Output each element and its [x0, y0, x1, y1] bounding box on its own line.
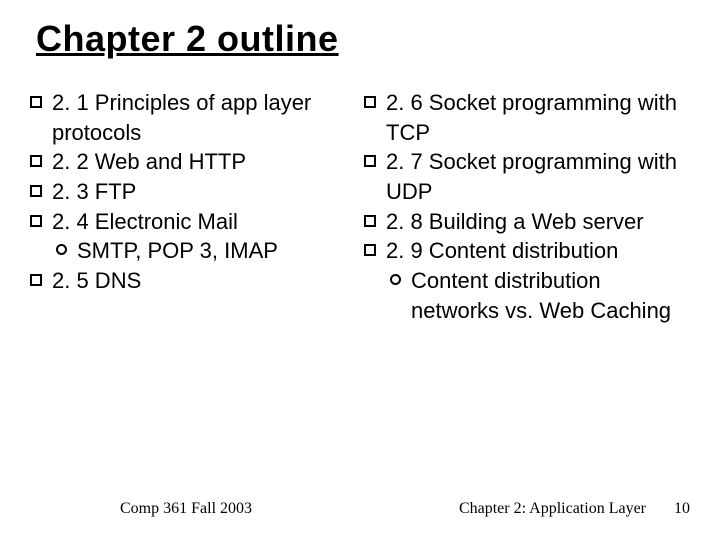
- list-subitem: SMTP, POP 3, IMAP: [56, 236, 360, 266]
- slide-footer: Comp 361 Fall 2003 Chapter 2: Applicatio…: [0, 500, 720, 518]
- list-item: 2. 8 Building a Web server: [364, 207, 690, 237]
- list-item-text: 2. 8 Building a Web server: [386, 207, 644, 237]
- list-item-text: Content distribution networks vs. Web Ca…: [411, 266, 690, 325]
- square-bullet-icon: [30, 274, 42, 286]
- right-column: 2. 6 Socket programming with TCP 2. 7 So…: [360, 88, 690, 326]
- list-item: 2. 7 Socket programming with UDP: [364, 147, 690, 206]
- list-item-text: 2. 4 Electronic Mail: [52, 207, 238, 237]
- list-item-text: 2. 2 Web and HTTP: [52, 147, 246, 177]
- list-item-text: SMTP, POP 3, IMAP: [77, 236, 278, 266]
- list-item: 2. 5 DNS: [30, 266, 360, 296]
- footer-right: Chapter 2: Application Layer: [459, 500, 646, 518]
- list-item-text: 2. 6 Socket programming with TCP: [386, 88, 690, 147]
- list-item: 2. 6 Socket programming with TCP: [364, 88, 690, 147]
- slide-title: Chapter 2 outline: [36, 18, 690, 60]
- list-item: 2. 2 Web and HTTP: [30, 147, 360, 177]
- list-item: 2. 1 Principles of app layer protocols: [30, 88, 360, 147]
- list-item-text: 2. 9 Content distribution: [386, 236, 618, 266]
- square-bullet-icon: [30, 185, 42, 197]
- list-item-text: 2. 7 Socket programming with UDP: [386, 147, 690, 206]
- square-bullet-icon: [364, 215, 376, 227]
- left-column: 2. 1 Principles of app layer protocols 2…: [30, 88, 360, 326]
- content-columns: 2. 1 Principles of app layer protocols 2…: [30, 88, 690, 326]
- slide: Chapter 2 outline 2. 1 Principles of app…: [0, 0, 720, 540]
- square-bullet-icon: [364, 155, 376, 167]
- circle-bullet-icon: [390, 274, 401, 285]
- list-subitem: Content distribution networks vs. Web Ca…: [390, 266, 690, 325]
- square-bullet-icon: [364, 96, 376, 108]
- square-bullet-icon: [30, 215, 42, 227]
- square-bullet-icon: [30, 155, 42, 167]
- circle-bullet-icon: [56, 244, 67, 255]
- list-item-text: 2. 3 FTP: [52, 177, 136, 207]
- list-item: 2. 3 FTP: [30, 177, 360, 207]
- footer-left: Comp 361 Fall 2003: [120, 500, 252, 518]
- list-item: 2. 4 Electronic Mail: [30, 207, 360, 237]
- page-number: 10: [662, 500, 690, 518]
- list-item-text: 2. 1 Principles of app layer protocols: [52, 88, 360, 147]
- square-bullet-icon: [30, 96, 42, 108]
- list-item: 2. 9 Content distribution: [364, 236, 690, 266]
- square-bullet-icon: [364, 244, 376, 256]
- list-item-text: 2. 5 DNS: [52, 266, 141, 296]
